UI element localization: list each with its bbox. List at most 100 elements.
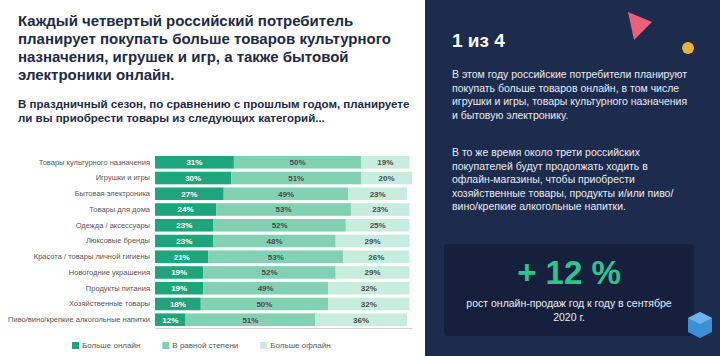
legend-item: Больше офлайн [260, 341, 330, 350]
deco-dot [682, 42, 694, 54]
decoration [0, 0, 720, 356]
data-label: 52% [261, 268, 277, 277]
legend-swatch [260, 342, 267, 349]
tick: Одежда / аксессуары [76, 221, 150, 230]
data-label: 30% [185, 174, 201, 183]
tick: Игрушки и игры [96, 173, 150, 182]
bar [186, 313, 316, 326]
chart: 31%30%27%24%23%23%21%19%19%18%12%50%51%4… [0, 150, 425, 356]
bars [155, 156, 412, 326]
bar [155, 235, 214, 248]
tick: Бытовая электроника [75, 189, 151, 198]
bar [224, 187, 349, 200]
bar [155, 219, 214, 232]
deco-cube [688, 312, 712, 338]
bar [234, 156, 361, 169]
bar [155, 298, 201, 311]
bar [155, 282, 203, 295]
data-label: 49% [278, 190, 294, 199]
legend-label: Больше офлайн [270, 341, 330, 350]
data-label: 52% [272, 221, 288, 230]
axis-line [156, 328, 413, 329]
bar [214, 235, 336, 248]
tick-label: Красота / товары личной гигиены [34, 252, 150, 261]
bar [328, 282, 409, 295]
bar [351, 203, 410, 216]
tick-label: Игрушки и игры [96, 173, 150, 182]
tick: Пиво/вино/крепкие алкогольные напитки [8, 315, 150, 324]
bar [155, 250, 208, 263]
tick: Товары для дома [89, 205, 150, 214]
bar [346, 219, 410, 232]
data-label: 36% [353, 316, 369, 325]
x-axis [156, 328, 413, 329]
data-labels: 31%30%27%24%23%23%21%19%19%18%12%50%51%4… [162, 158, 394, 324]
data-label: 53% [268, 253, 284, 262]
bar [348, 187, 407, 200]
bar [315, 313, 407, 326]
panel-paragraph: В этом году российские потребители плани… [452, 68, 692, 122]
data-label: 25% [370, 221, 386, 230]
deco-triangle [628, 12, 652, 40]
data-label: 20% [379, 174, 395, 183]
subtitle: В праздничный сезон, по сравнению с прош… [18, 97, 413, 125]
data-label: 27% [181, 190, 197, 199]
bar [328, 298, 409, 311]
data-label: 49% [258, 284, 274, 293]
legend-swatch [72, 342, 79, 349]
bar [155, 203, 216, 216]
data-label: 31% [186, 158, 202, 167]
tick-label: Товары для дома [89, 205, 150, 214]
tick-label: Люксовые бренды [86, 236, 150, 245]
bar [343, 250, 409, 263]
data-label: 12% [162, 316, 178, 325]
bar [155, 172, 231, 185]
bar [155, 266, 203, 279]
bar [201, 298, 328, 311]
bar [361, 156, 409, 169]
tick: Новогодние украшения [69, 268, 150, 277]
tick: Продукты питания [86, 284, 150, 293]
bar [214, 219, 346, 232]
tick: Хозяйственные товары [69, 299, 150, 308]
panel-paragraph: В то же время около трети российских пок… [452, 146, 692, 214]
bar [361, 172, 412, 185]
tick: Люксовые бренды [86, 236, 150, 245]
data-label: 50% [289, 158, 305, 167]
data-label: 48% [267, 237, 283, 246]
bar [203, 282, 328, 295]
data-label: 23% [372, 205, 388, 214]
data-label: 24% [178, 205, 194, 214]
data-label: 23% [176, 237, 192, 246]
tick-label: Продукты питания [86, 284, 150, 293]
data-label: 29% [365, 268, 381, 277]
y-axis: Товары культурного назначения Игрушки и и… [8, 158, 151, 324]
legend: Больше онлайн В равной степени Больше офла… [72, 341, 331, 350]
legend-item: В равной степени [162, 341, 238, 350]
data-label: 26% [368, 253, 384, 262]
bar [155, 187, 224, 200]
data-label: 29% [365, 237, 381, 246]
tick: Товары культурного назначения [39, 158, 150, 167]
deco-cube-top [688, 312, 712, 324]
data-label: 50% [256, 300, 272, 309]
panel-heading: 1 из 4 [452, 30, 505, 52]
legend-swatch [162, 342, 169, 349]
data-label: 18% [170, 300, 186, 309]
legend-label: В равной степени [172, 341, 238, 350]
tick-label: Пиво/вино/крепкие алкогольные напитки [8, 315, 150, 324]
bar [208, 250, 343, 263]
tick-label: Хозяйственные товары [69, 299, 150, 308]
data-label: 53% [275, 205, 291, 214]
tick-label: Новогодние украшения [69, 268, 150, 277]
legend-item: Больше онлайн [72, 341, 140, 350]
tick-label: Товары культурного назначения [39, 158, 150, 167]
data-label: 51% [242, 316, 258, 325]
tick: Красота / товары личной гигиены [34, 252, 150, 261]
bar [336, 235, 410, 248]
tick-label: Одежда / аксессуары [76, 221, 150, 230]
data-label: 51% [288, 174, 304, 183]
data-label: 23% [370, 190, 386, 199]
data-label: 19% [171, 268, 187, 277]
stat-value: + 12 % [444, 254, 694, 292]
